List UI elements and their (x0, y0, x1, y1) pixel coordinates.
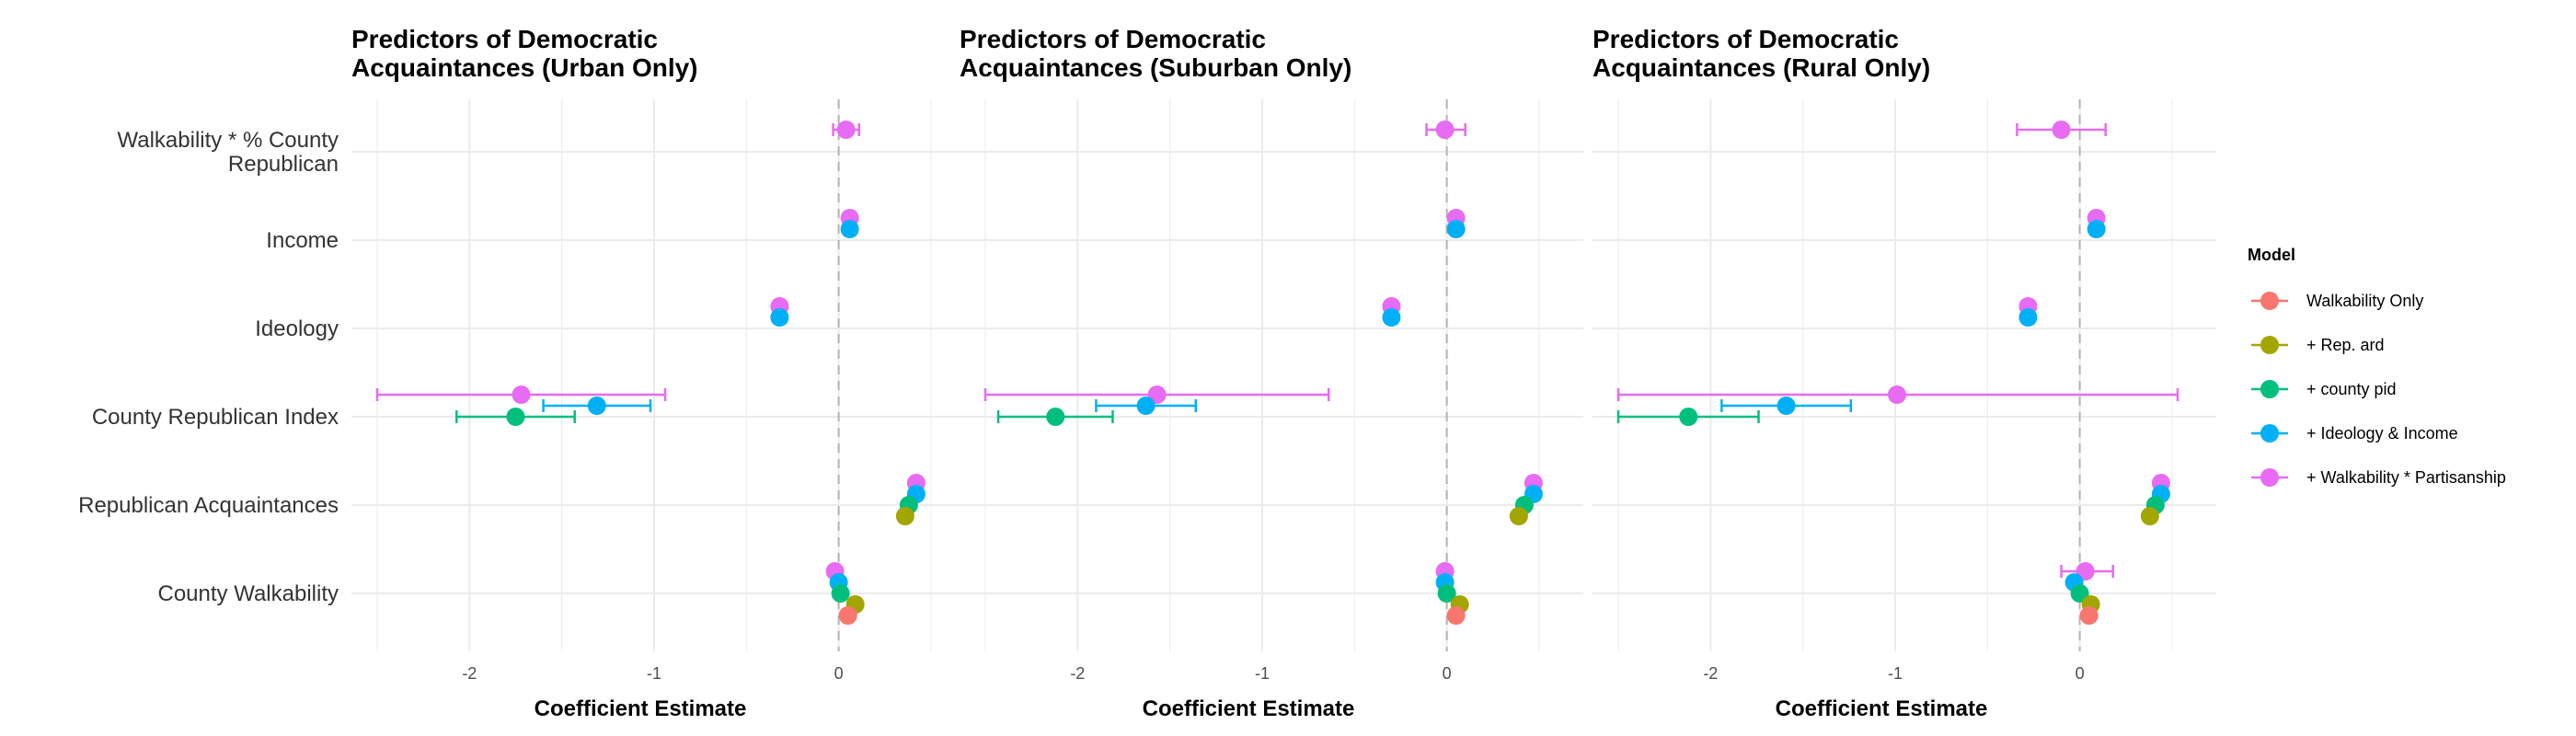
coefficient-point (1435, 121, 1455, 139)
coefficient-point (1777, 397, 1796, 415)
legend-label: + Walkability * Partisanship (2306, 468, 2506, 487)
coefficient-point (506, 408, 525, 426)
coefficient-point (831, 584, 850, 603)
coefficient-point (512, 385, 531, 404)
coefficient-point (1046, 408, 1065, 426)
legend: Model Walkability Only + Rep. ard + county … (2248, 246, 2506, 487)
coefficient-point (1437, 584, 1456, 603)
legend-key-point (2260, 380, 2279, 398)
legend-label: + Rep. ard (2306, 336, 2385, 354)
y-tick-label: County Republican Index (92, 405, 339, 430)
coefficient-point (838, 606, 857, 625)
y-tick-label: Ideology (255, 316, 339, 341)
y-tick-label: Republican Acquaintances (78, 493, 339, 518)
x-tick-label: -2 (1703, 664, 1718, 683)
coefficient-point (840, 220, 859, 238)
y-tick-label: Income (266, 228, 339, 253)
coefficient-point (2052, 121, 2071, 139)
coefficient-point (1509, 507, 1528, 525)
legend-title: Model (2248, 246, 2295, 264)
coefficient-point (1382, 308, 1401, 327)
coefficient-point (1136, 397, 1156, 415)
x-tick-label: 0 (2076, 664, 2085, 683)
x-axis-label: Coefficient Estimate (1776, 696, 1988, 721)
coefficient-point (895, 507, 914, 525)
x-tick-label: -2 (462, 664, 477, 683)
legend-key-point (2260, 336, 2279, 354)
coefficient-point (2079, 606, 2099, 625)
legend-key-point (2260, 424, 2279, 443)
coefficient-point (1679, 408, 1698, 426)
coefficient-point (2087, 220, 2106, 238)
panel-title: Predictors of Democratic Acquaintances (R… (1593, 25, 1930, 82)
legend-key-point (2260, 468, 2279, 487)
coefficient-point (1446, 606, 1466, 625)
legend-key-point (2260, 292, 2279, 310)
facet-panel-2: Predictors of Democratic Acquaintances (S… (960, 25, 1583, 721)
x-axis-label: Coefficient Estimate (535, 696, 747, 721)
coefficient-point (770, 308, 789, 327)
panel-title: Predictors of Democratic Acquaintances (S… (960, 25, 1351, 82)
coefficient-point (2018, 308, 2038, 327)
coefficient-point (587, 397, 606, 415)
coefficient-point (836, 121, 856, 139)
coefficient-point (1446, 220, 1466, 238)
facet-panel-3: Predictors of Democratic Acquaintances (R… (1593, 25, 2216, 721)
facet-panel-1: Predictors of Democratic Acquaintances (U… (351, 25, 975, 721)
legend-label: + county pid (2306, 380, 2397, 398)
legend-label: Walkability Only (2306, 292, 2423, 310)
x-tick-label: -1 (647, 664, 661, 683)
x-axis-label: Coefficient Estimate (1143, 696, 1355, 721)
y-tick-label: County Walkability (157, 581, 339, 606)
x-tick-label: -1 (1888, 664, 1903, 683)
panel-title: Predictors of Democratic Acquaintances (U… (351, 25, 698, 82)
x-tick-label: -1 (1255, 664, 1270, 683)
coefficient-point (2140, 507, 2159, 525)
x-tick-label: 0 (1443, 664, 1452, 683)
x-tick-label: 0 (834, 664, 844, 683)
legend-label: + Ideology & Income (2306, 424, 2458, 443)
x-tick-label: -2 (1070, 664, 1085, 683)
y-tick-label: Walkability * % County Republican (117, 128, 339, 177)
coefficient-point (1887, 385, 1906, 404)
